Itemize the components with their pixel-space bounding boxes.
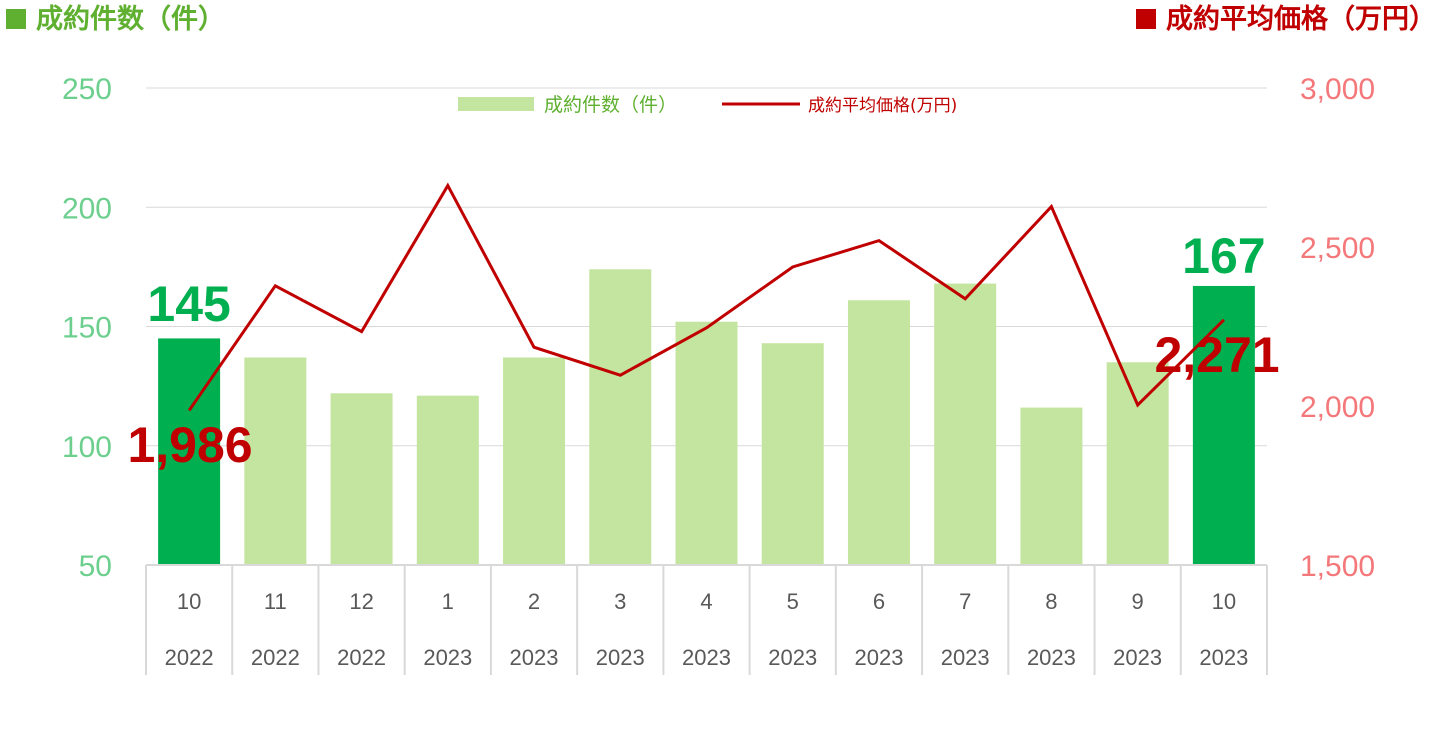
x-month-label: 7 [959, 589, 971, 614]
bar-5 [589, 269, 652, 565]
line-first-label: 1,986 [127, 417, 252, 473]
red-square-icon [1136, 8, 1156, 29]
x-year-label: 2023 [682, 645, 731, 670]
bar-3 [416, 395, 479, 565]
right-axis-ticks: 1,500 2,000 2,500 3,000 [1300, 73, 1375, 583]
left-axis-header-text: 成約件数（件） [36, 4, 225, 35]
x-year-label: 2023 [1113, 645, 1162, 670]
right-tick-label: 3,000 [1300, 73, 1375, 106]
bar-1 [244, 357, 307, 565]
legend-bar-swatch [458, 97, 534, 111]
x-month-label: 10 [177, 589, 201, 614]
x-month-label: 4 [700, 589, 712, 614]
x-month-label: 1 [442, 589, 454, 614]
x-year-label: 2023 [1199, 645, 1248, 670]
left-tick-label: 150 [62, 312, 112, 345]
line-last-label: 2,271 [1154, 327, 1279, 383]
left-tick-label: 200 [62, 192, 112, 225]
x-month-label: 2 [528, 589, 540, 614]
right-tick-label: 2,500 [1300, 232, 1375, 265]
left-tick-label: 50 [79, 550, 112, 583]
line-series [187, 182, 1225, 412]
x-month-label: 5 [787, 589, 799, 614]
bar-10 [1020, 407, 1083, 565]
bar-12 [1192, 285, 1255, 565]
bar-6 [675, 321, 738, 565]
legend: 成約件数（件） 成約平均価格(万円) [458, 94, 957, 116]
bar-4 [503, 357, 566, 565]
x-year-label: 2023 [423, 645, 472, 670]
bar-last-label: 167 [1182, 228, 1265, 284]
bar-8 [847, 300, 910, 565]
x-month-label: 8 [1045, 589, 1057, 614]
x-month-label: 12 [349, 589, 373, 614]
data-labels: 145 167 1,986 2,271 [127, 228, 1279, 473]
x-year-label: 2022 [165, 645, 214, 670]
left-axis-header: 成約件数（件） [6, 2, 225, 38]
right-tick-label: 1,500 [1300, 550, 1375, 583]
bar-11 [1106, 362, 1169, 565]
legend-bar-label: 成約件数（件） [544, 94, 677, 116]
x-month-label: 10 [1212, 589, 1236, 614]
left-axis-ticks: 50 100 150 200 250 [62, 73, 112, 583]
x-year-label: 2023 [854, 645, 903, 670]
x-month-label: 3 [614, 589, 626, 614]
bar-0 [158, 338, 221, 565]
x-year-label: 2023 [1027, 645, 1076, 670]
x-axis: 10 2022 11 2022 12 2022 1 2023 2 2023 3 2023 4 2023 5 2… [145, 564, 1268, 675]
x-month-label: 9 [1132, 589, 1144, 614]
right-axis-header-text: 成約平均価格（万円） [1166, 4, 1436, 35]
bar-2 [330, 393, 393, 565]
bar-series [158, 269, 1255, 565]
x-month-label: 6 [873, 589, 885, 614]
bar-7 [761, 343, 824, 565]
x-year-label: 2023 [510, 645, 559, 670]
x-year-label: 2022 [337, 645, 386, 670]
x-year-label: 2022 [251, 645, 300, 670]
x-year-label: 2023 [768, 645, 817, 670]
right-tick-label: 2,000 [1300, 391, 1375, 424]
left-tick-label: 100 [62, 431, 112, 464]
left-tick-label: 250 [62, 73, 112, 106]
x-year-label: 2023 [941, 645, 990, 670]
bar-9 [934, 283, 997, 565]
bar-first-label: 145 [147, 276, 230, 332]
x-year-label: 2023 [596, 645, 645, 670]
green-square-icon [6, 8, 26, 29]
x-month-label: 11 [264, 589, 287, 614]
right-axis-header: 成約平均価格（万円） [1136, 2, 1436, 38]
legend-line-label: 成約平均価格(万円) [808, 96, 957, 116]
